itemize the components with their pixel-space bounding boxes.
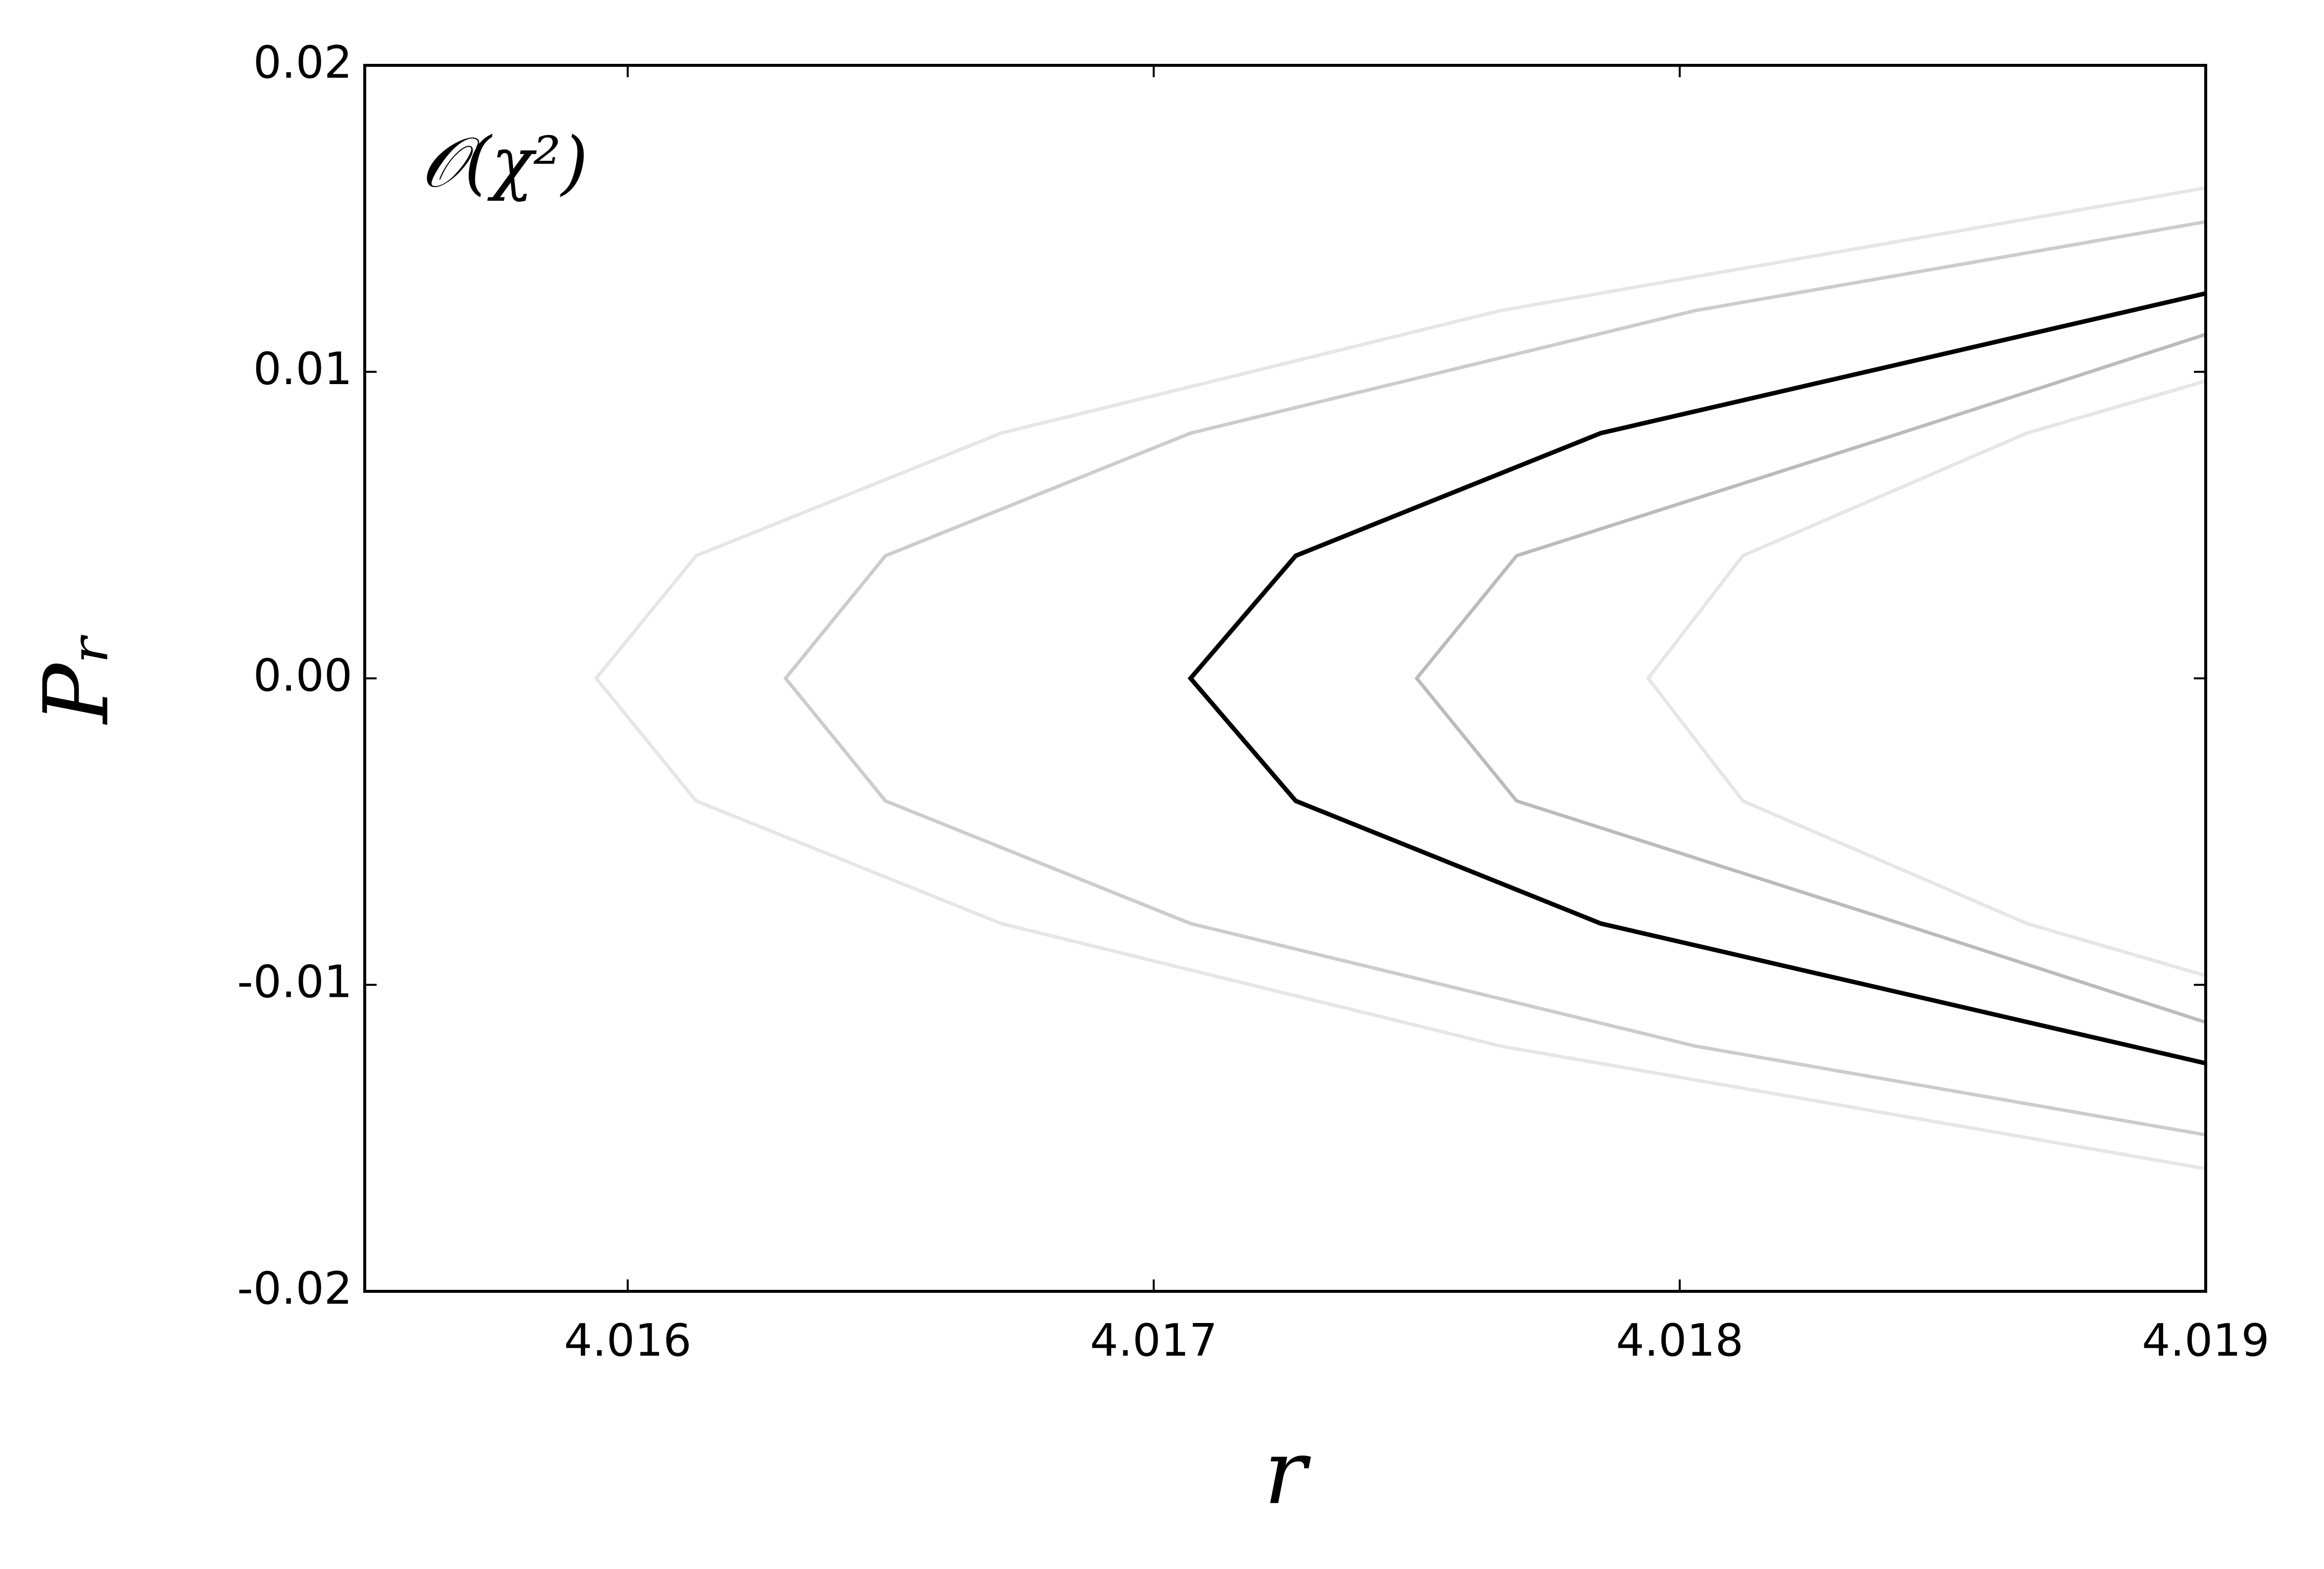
x-axis-label: r (1264, 1421, 1311, 1524)
y-tick-label: -0.01 (237, 956, 352, 1008)
curve (783, 220, 2206, 1137)
y-tick-label: -0.02 (237, 1263, 352, 1315)
x-tick-label: 4.016 (564, 1315, 692, 1367)
y-tick-label: 0.01 (253, 343, 352, 395)
x-tick-label: 4.017 (1090, 1315, 1217, 1367)
plot-frame (363, 64, 2207, 1293)
y-tick-label: 0.00 (253, 649, 352, 701)
x-tick-label: 4.019 (2142, 1315, 2270, 1367)
curve (1187, 291, 2206, 1066)
y-axis-label: Pᵣ (25, 633, 129, 725)
curve (1414, 332, 2206, 1025)
annotation: 𝒪(χ²) (421, 123, 588, 203)
x-tick-label: 4.018 (1616, 1315, 1743, 1367)
plot-area (594, 186, 2206, 1171)
curve (1646, 379, 2206, 978)
curve (594, 186, 2206, 1171)
y-tick-label: 0.02 (253, 37, 352, 89)
